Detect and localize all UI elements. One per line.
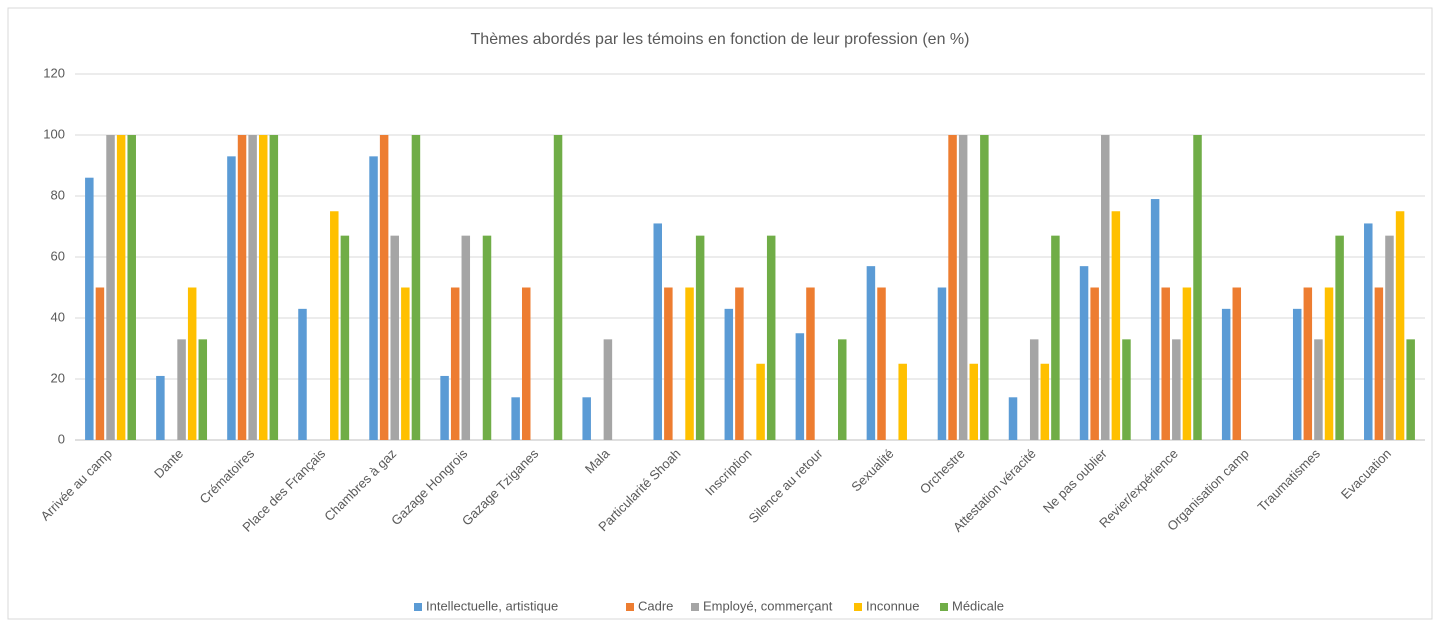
bar (724, 308, 734, 440)
bar (177, 339, 186, 440)
bar (237, 135, 247, 440)
bar (958, 135, 968, 440)
bar (450, 287, 460, 440)
bar (553, 135, 563, 440)
bar (511, 397, 520, 440)
bar (948, 135, 957, 440)
bar (1364, 223, 1373, 440)
bar (198, 339, 208, 440)
bar (116, 135, 126, 440)
bar (1079, 266, 1089, 440)
bar (227, 156, 236, 440)
bar (1090, 287, 1099, 440)
bar (379, 135, 389, 440)
bar (440, 375, 449, 440)
y-tick-label: 40 (51, 309, 65, 324)
bar (980, 135, 989, 440)
bar (258, 135, 268, 440)
bar (795, 333, 805, 440)
bar (156, 375, 165, 440)
bar (1193, 135, 1202, 440)
bar (937, 287, 947, 440)
bar (1101, 135, 1110, 440)
legend-label: Médicale (952, 598, 1004, 613)
y-tick-label: 60 (51, 248, 65, 263)
bar (898, 363, 907, 440)
bar (1161, 287, 1170, 440)
bar (1051, 235, 1060, 440)
bar (248, 135, 257, 440)
bar (330, 211, 339, 440)
bar (1406, 339, 1415, 440)
bar (269, 135, 279, 440)
bar (866, 266, 876, 440)
bar (1335, 235, 1344, 440)
chart-title: Thèmes abordés par les témoins en foncti… (471, 31, 970, 48)
bar (340, 235, 350, 440)
legend-swatch (940, 603, 948, 611)
bar (756, 363, 765, 440)
bar (1150, 199, 1160, 440)
bar (390, 235, 399, 440)
bar (1303, 287, 1313, 440)
bar (1111, 211, 1121, 440)
legend-label: Employé, commerçant (703, 598, 833, 613)
y-tick-label: 80 (51, 187, 65, 202)
legend-swatch (626, 603, 634, 611)
bar (582, 397, 591, 440)
bar (969, 363, 979, 440)
bar (1374, 287, 1384, 440)
bar (482, 235, 492, 440)
bar (106, 135, 115, 440)
bar (653, 223, 662, 440)
legend-label: Intellectuelle, artistique (426, 598, 558, 613)
bar (85, 177, 94, 440)
bar (187, 287, 197, 440)
chart-border (7, 7, 1433, 620)
bar (685, 287, 694, 440)
bar (1008, 397, 1018, 440)
bar (735, 287, 744, 440)
bar (603, 339, 613, 440)
y-tick-label: 120 (43, 65, 65, 80)
bar (95, 287, 105, 440)
bar (1029, 339, 1039, 440)
bar (127, 135, 136, 440)
legend-label: Cadre (638, 598, 673, 613)
legend-label: Inconnue (866, 598, 920, 613)
bar (664, 287, 673, 440)
bar (1385, 235, 1394, 440)
bar (1221, 308, 1231, 440)
bar (1314, 339, 1323, 440)
bar (838, 339, 847, 440)
bar (695, 235, 705, 440)
bar (1292, 308, 1302, 440)
bar (877, 287, 886, 440)
bar (806, 287, 815, 440)
y-tick-label: 20 (51, 370, 65, 385)
bar (411, 135, 421, 440)
legend-swatch (691, 603, 699, 611)
y-tick-label: 0 (58, 431, 65, 446)
legend-swatch (854, 603, 862, 611)
bar (766, 235, 776, 440)
bar (1324, 287, 1334, 440)
bar (298, 308, 307, 440)
y-tick-label: 100 (43, 126, 65, 141)
bar (1172, 339, 1181, 440)
bar (1182, 287, 1192, 440)
bar (401, 287, 410, 440)
legend-swatch (414, 603, 422, 611)
bar (1395, 211, 1405, 440)
bar (1040, 363, 1050, 440)
bar (369, 156, 378, 440)
bar (1122, 339, 1131, 440)
bar (461, 235, 471, 440)
bar (1232, 287, 1242, 440)
bar (521, 287, 531, 440)
